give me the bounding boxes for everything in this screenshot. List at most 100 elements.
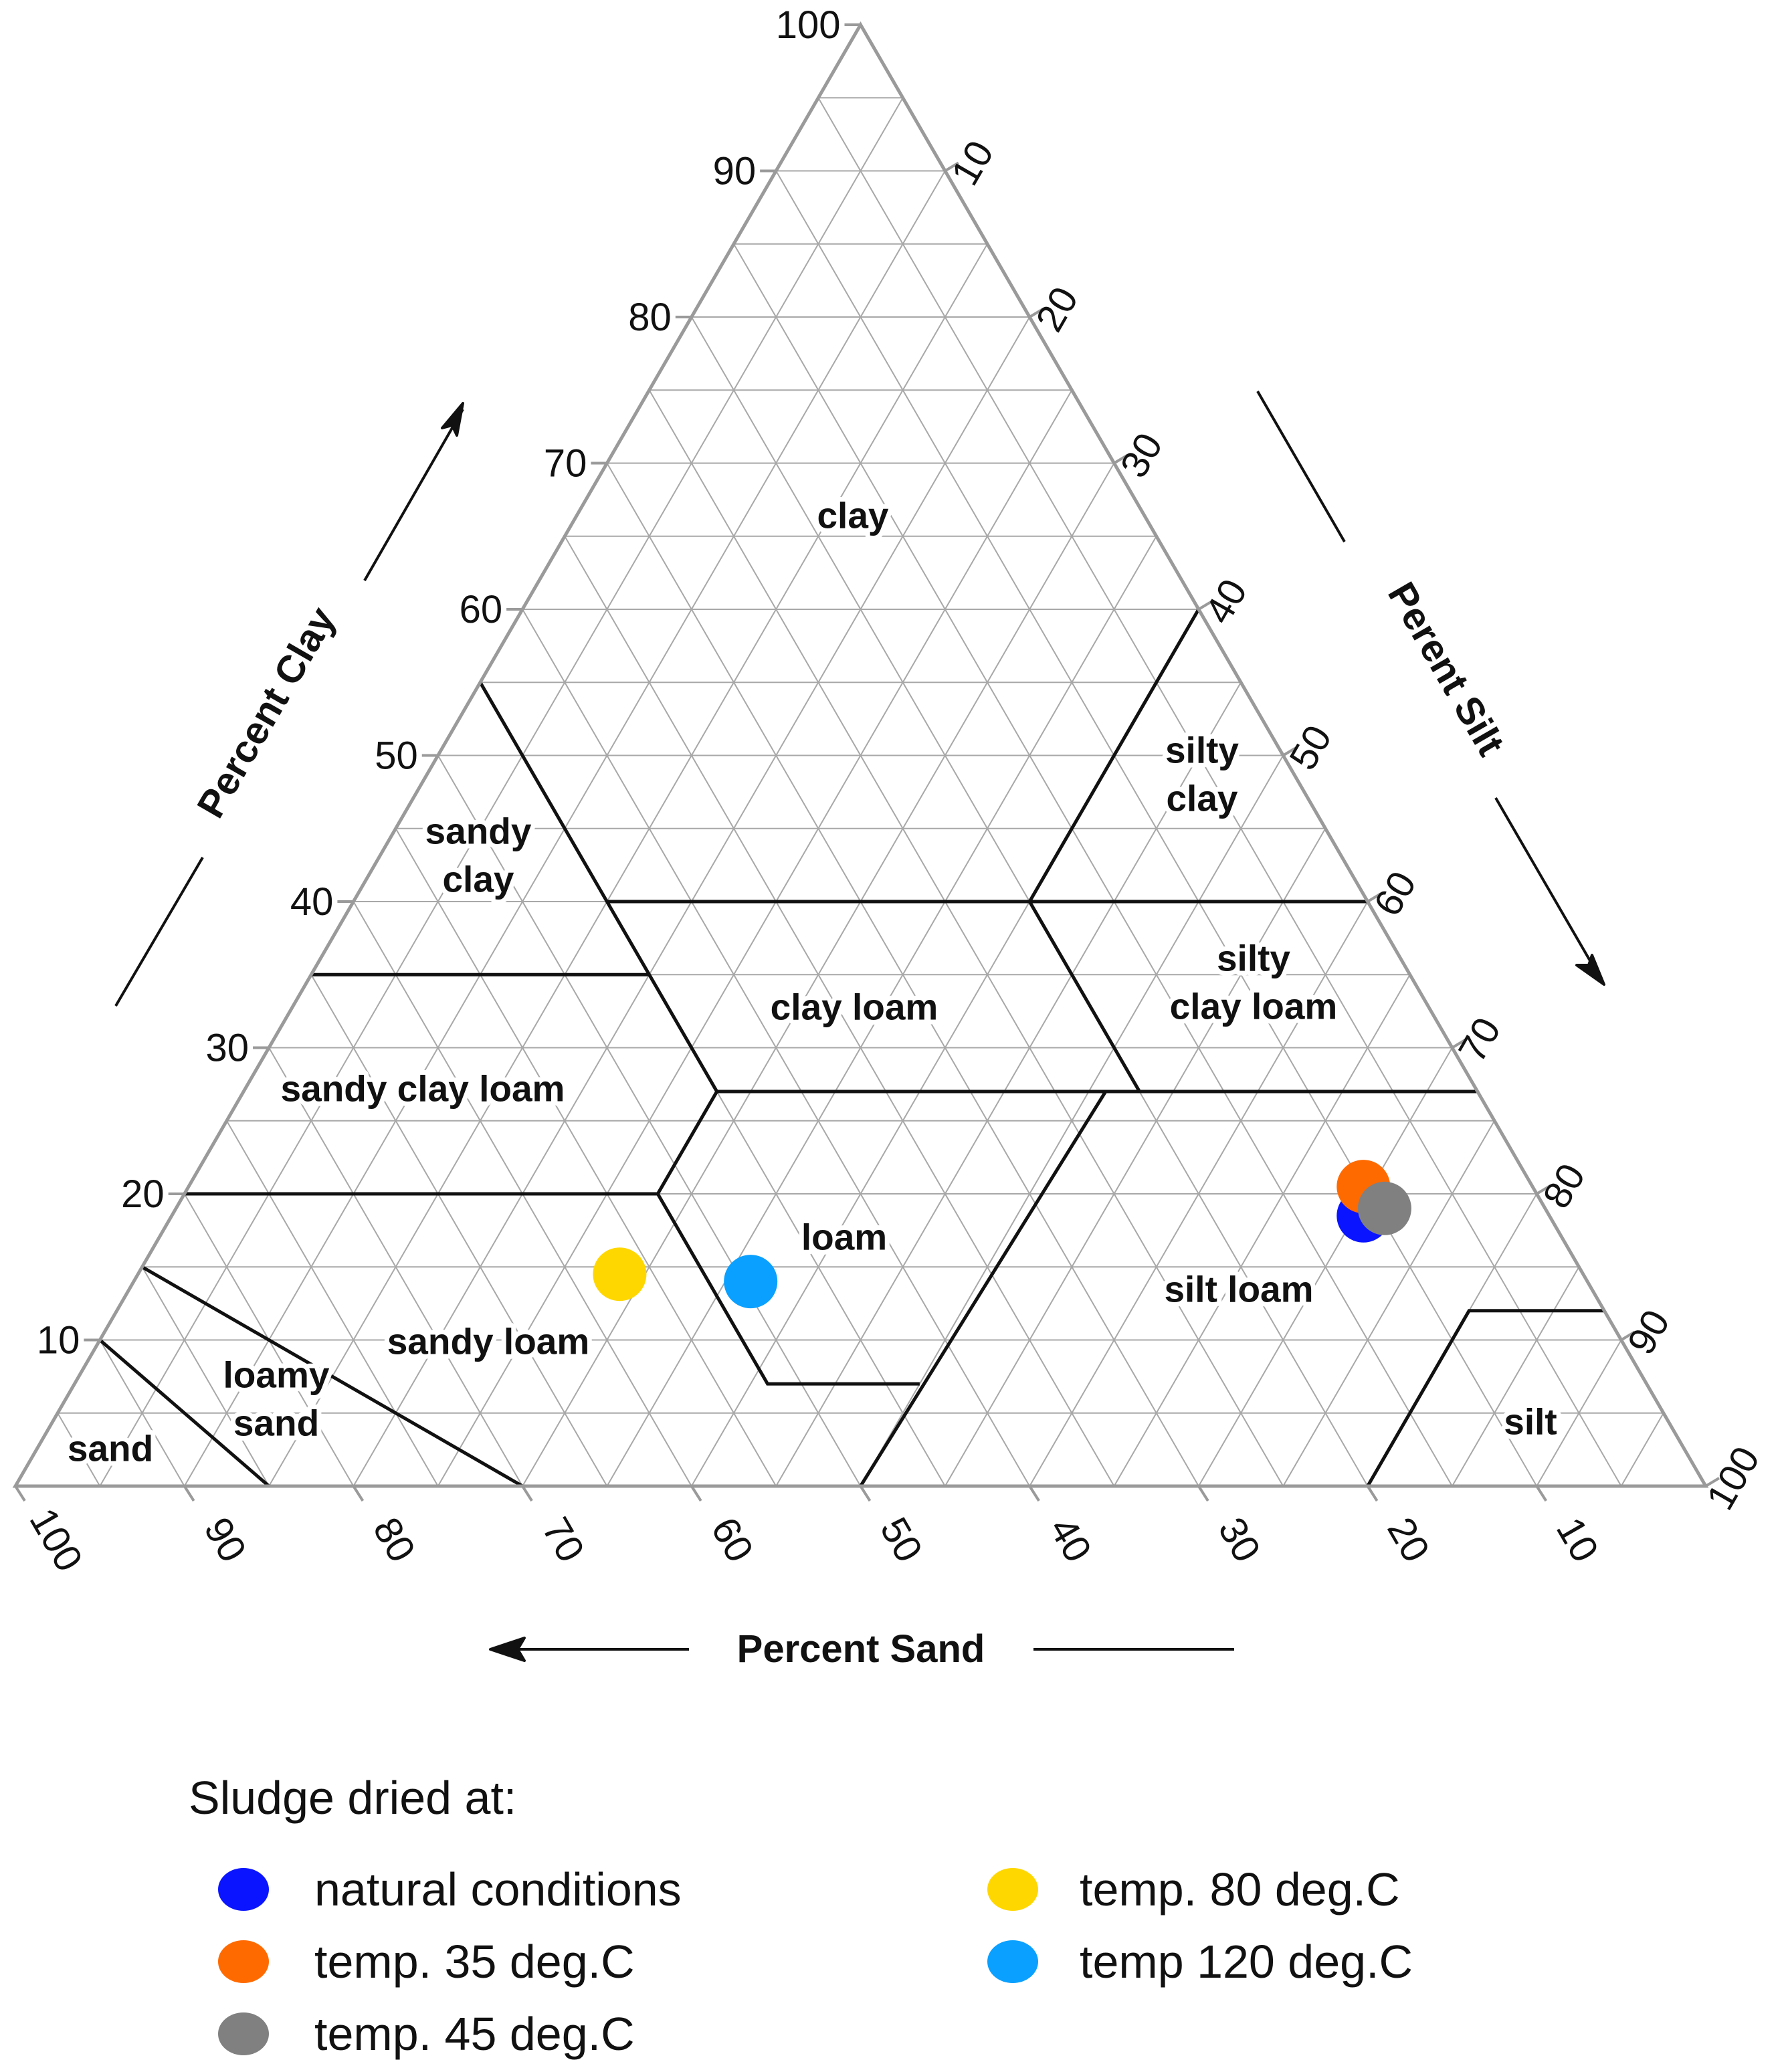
sand-tick-label-10: 10 [1548, 1510, 1607, 1569]
silt-tick-mark-100 [1704, 1477, 1720, 1487]
clay-tick-label-60: 60 [460, 588, 503, 631]
data-point-temp-120-deg-c [724, 1255, 778, 1309]
region-label-sandy-loam: sandy loam [387, 1321, 590, 1362]
grid-line-silt-65 [1113, 974, 1411, 1487]
grid-line-silt-70 [1198, 1047, 1453, 1487]
grid-line-silt-95 [1620, 1413, 1664, 1487]
clay-tick-label-70: 70 [544, 442, 587, 486]
grid-line-sand-75 [226, 1120, 439, 1487]
grid-line-sand-50 [437, 754, 862, 1487]
boundary-loam-left-lower [656, 1193, 920, 1386]
region-label-sandy-clay-loam: sandy clay loam [281, 1068, 565, 1110]
data-points [593, 1160, 1411, 1309]
legend-label-temp-80-deg-c: temp. 80 deg.C [1080, 1863, 1400, 1915]
grid-line-sand-70 [268, 1047, 523, 1487]
boundary-silty-clay-edge [1028, 608, 1201, 903]
sand-tick-mark-70 [521, 1485, 533, 1502]
grid-line-sand-25 [648, 389, 1284, 1487]
sand-axis-arrowhead [489, 1637, 526, 1662]
region-label-silt: silt [1504, 1401, 1557, 1443]
sand-tick-label-70: 70 [534, 1510, 593, 1569]
boundary-silty-clay-loam-left [1028, 900, 1141, 1093]
sand-tick-mark-80 [352, 1485, 365, 1502]
region-label-sandy-clay-line-2: clay [442, 859, 514, 900]
region-label-sand: sand [68, 1428, 153, 1469]
clay-tick-label-30: 30 [206, 1027, 250, 1070]
grid-line-sand-35 [564, 536, 1115, 1487]
silt-tick-mark-10 [944, 161, 959, 173]
region-label-silty-clay-loam-line-2: clay loam [1170, 986, 1338, 1027]
grid-line-silt-45 [775, 682, 1242, 1487]
boundary-sand-lower [98, 1338, 270, 1487]
grid-line-silt-85 [1452, 1266, 1580, 1487]
data-point-temp-45-deg-c [1357, 1181, 1411, 1235]
region-label-silt-loam: silt loam [1164, 1269, 1313, 1310]
legend-swatch-temp-45-deg-c [218, 2012, 269, 2055]
clay-axis-arrowhead [441, 402, 464, 437]
region-label-silty-clay-line-1: silty [1165, 730, 1239, 771]
grid-line-silt-15 [268, 243, 988, 1487]
clay-tick-label-80: 80 [628, 296, 672, 339]
axis-titles: Percent Clay Perent Silt Percent Sand [114, 390, 1605, 1671]
sand-tick-label-100: 100 [21, 1501, 92, 1578]
region-label-silty-clay-line-2: clay [1166, 778, 1237, 819]
legend: Sludge dried at: natural conditions temp. … [189, 1772, 1413, 2060]
boundary-sandy-clay-loam-right [656, 1090, 718, 1195]
grid-line-sand-5 [817, 97, 1622, 1487]
texture-class-boundaries [98, 608, 1605, 1488]
region-label-loamy-sand-line-2: sand [233, 1403, 319, 1444]
silt-tick-label-100: 100 [1698, 1439, 1769, 1517]
boundary-silt-box [1366, 1309, 1605, 1487]
silt-tick-mark-40 [1197, 600, 1213, 611]
grid-line-silt-75 [1282, 1120, 1495, 1487]
grid-line-silt-25 [437, 389, 1073, 1487]
clay-axis-title: Percent Clay [189, 600, 344, 825]
region-label-loamy-sand-line-1: loamy [223, 1354, 330, 1396]
sand-tick-mark-100 [14, 1485, 26, 1502]
legend-title: Sludge dried at: [189, 1772, 516, 1824]
grid-line-sand-90 [99, 1339, 185, 1487]
grid-line-silt-5 [99, 97, 904, 1487]
grid-line-silt-60 [1029, 901, 1369, 1487]
axis-ticks: 10 20 30 40 50 60 70 80 90 100 10 20 30 40 50 60 70 80 90 1… [14, 3, 1769, 1578]
region-labels: clay silty clay sandy clay clay loam silty clay… [63, 490, 1562, 1474]
silt-tick-mark-20 [1029, 308, 1044, 318]
region-label-loam: loam [801, 1217, 887, 1258]
grid-line-sand-85 [141, 1266, 270, 1487]
grid-line-sand-65 [310, 974, 608, 1487]
sand-tick-mark-90 [183, 1485, 195, 1502]
grid-line-sand-95 [57, 1413, 101, 1487]
region-label-clay-loam: clay loam [771, 987, 938, 1028]
region-label-silty-clay-loam-line-1: silty [1217, 938, 1290, 979]
silt-axis-line [1256, 390, 1346, 543]
sand-tick-label-20: 20 [1379, 1510, 1438, 1569]
grid-lines [57, 97, 1664, 1487]
sand-tick-label-90: 90 [195, 1510, 255, 1569]
grid-line-sand-15 [733, 243, 1453, 1487]
boundary-clay-loam-left [648, 974, 718, 1093]
grid-line-silt-55 [944, 828, 1326, 1487]
region-label-clay: clay [817, 495, 888, 536]
boundary-clay-boundary [478, 682, 651, 976]
clay-axis-line [114, 856, 204, 1007]
clay-tick-label-50: 50 [375, 734, 418, 778]
clay-tick-label-10: 10 [37, 1319, 80, 1362]
grid-line-sand-55 [395, 828, 777, 1487]
silt-tick-mark-60 [1367, 892, 1382, 903]
sand-tick-label-30: 30 [1210, 1510, 1270, 1569]
silt-tick-mark-50 [1282, 746, 1298, 757]
sand-tick-label-60: 60 [702, 1510, 762, 1569]
grid-line-silt-50 [860, 754, 1284, 1487]
sand-tick-mark-50 [859, 1485, 872, 1502]
sand-tick-mark-20 [1366, 1485, 1379, 1502]
sand-tick-mark-60 [690, 1485, 702, 1502]
silt-axis-arrow-shaft [1494, 797, 1602, 980]
legend-swatch-natural-conditions [218, 1868, 269, 1911]
legend-label-temp-120-deg-c: temp 120 deg.C [1080, 1936, 1413, 1988]
boundary-loamy-sand-upper [141, 1265, 524, 1488]
sand-tick-label-50: 50 [872, 1510, 931, 1569]
sand-tick-mark-10 [1535, 1485, 1547, 1502]
data-point-temp-80-deg-c [593, 1247, 647, 1302]
